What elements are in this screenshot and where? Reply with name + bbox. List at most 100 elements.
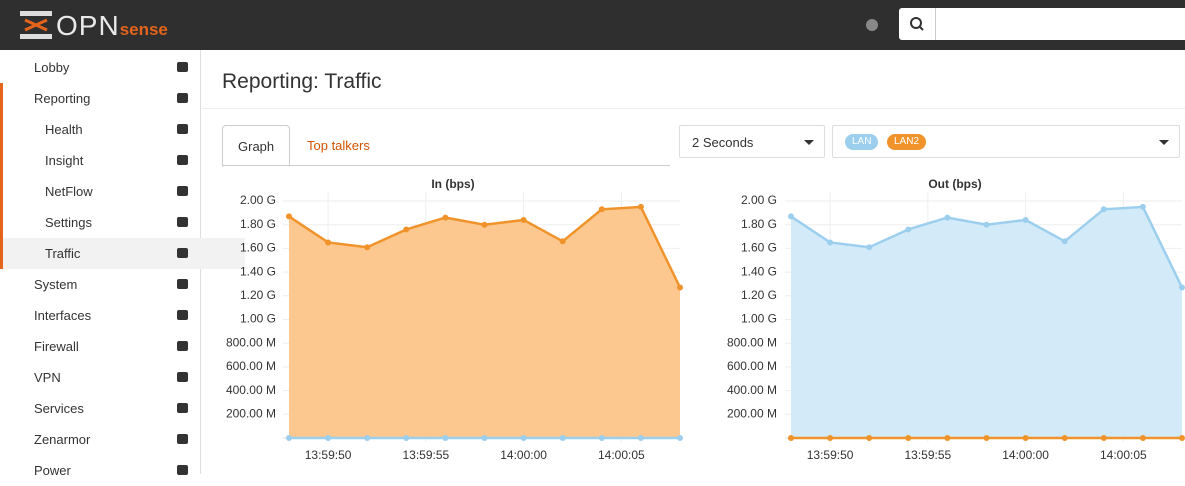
- menu-item[interactable]: Services: [0, 393, 234, 424]
- tab-top-talkers[interactable]: Top talkers: [307, 138, 370, 153]
- tab-graph[interactable]: Graph: [222, 125, 291, 167]
- interval-value: 2 Seconds: [692, 135, 754, 150]
- data-point: [1139, 435, 1146, 441]
- y-tick-label: 2.00 G: [741, 193, 777, 207]
- data-point: [1022, 216, 1029, 223]
- data-point: [677, 435, 683, 441]
- menu-item[interactable]: Reporting: [0, 83, 234, 114]
- y-tick-label: 200.00 M: [226, 406, 276, 420]
- y-tick-label: 1.20 G: [741, 288, 777, 302]
- data-point: [403, 435, 410, 441]
- submenu-item[interactable]: NetFlow: [0, 176, 245, 207]
- x-tick-label: 14:00:00: [1002, 448, 1049, 462]
- data-point: [1100, 206, 1107, 213]
- sidebar: Lobby Reporting Health Insight NetFlow Settin…: [0, 50, 245, 478]
- y-tick-label: 1.60 G: [741, 241, 777, 255]
- submenu-item[interactable]: Health: [0, 114, 245, 145]
- data-point: [1100, 435, 1107, 441]
- menu-icon: [177, 93, 188, 103]
- y-tick-label: 1.00 G: [741, 312, 777, 326]
- data-point: [598, 435, 605, 441]
- y-tick-label: 400.00 M: [727, 383, 777, 397]
- search-button[interactable]: [899, 8, 936, 40]
- menu-icon: [177, 186, 188, 196]
- data-point: [788, 435, 794, 441]
- y-tick-label: 1.80 G: [741, 217, 777, 231]
- menu-item[interactable]: Interfaces: [0, 300, 234, 331]
- menu-item[interactable]: Lobby: [0, 52, 234, 83]
- data-point: [1179, 435, 1185, 441]
- data-point: [364, 244, 371, 251]
- y-tick-label: 800.00 M: [727, 335, 777, 349]
- menu-icon: [177, 372, 188, 382]
- menu-icon: [177, 62, 188, 72]
- y-tick-label: 1.20 G: [240, 288, 276, 302]
- x-tick-label: 13:59:50: [305, 448, 352, 462]
- data-point: [866, 244, 873, 251]
- data-point: [1061, 238, 1068, 245]
- logo-main: OPN: [56, 10, 120, 41]
- logo[interactable]: OPNsense: [56, 10, 168, 42]
- data-point: [944, 435, 951, 441]
- y-tick-label: 600.00 M: [226, 359, 276, 373]
- interface-select[interactable]: LAN LAN2: [832, 125, 1180, 158]
- x-tick-label: 14:00:00: [500, 448, 547, 462]
- y-tick-label: 400.00 M: [226, 383, 276, 397]
- logo-icon: [20, 11, 52, 39]
- data-point: [827, 239, 834, 246]
- data-point: [1179, 284, 1185, 291]
- menu-item[interactable]: Zenarmor: [0, 424, 234, 455]
- data-point: [286, 435, 292, 441]
- data-point: [637, 435, 644, 441]
- data-point: [827, 435, 834, 441]
- menu-item[interactable]: Firewall: [0, 331, 234, 362]
- y-tick-label: 1.40 G: [741, 264, 777, 278]
- data-point: [598, 206, 605, 213]
- menu-icon: [177, 279, 188, 289]
- search-input[interactable]: [936, 8, 1185, 40]
- menu-icon: [177, 217, 188, 227]
- data-point: [364, 435, 371, 441]
- x-tick-label: 14:00:05: [598, 448, 645, 462]
- menu-item[interactable]: System: [0, 269, 234, 300]
- data-point: [866, 435, 873, 441]
- data-point: [637, 203, 644, 210]
- data-point: [286, 213, 292, 220]
- area-fill: [289, 206, 680, 438]
- data-point: [442, 214, 449, 221]
- menu-item[interactable]: Power: [0, 455, 234, 486]
- area-fill: [791, 206, 1182, 438]
- data-point: [788, 213, 794, 220]
- active-bar: [0, 83, 3, 269]
- interval-select[interactable]: 2 Seconds: [679, 125, 825, 158]
- menu-icon: [177, 310, 188, 320]
- charts: In (bps) 200.00 M 400.00 M 600.00 M 800.00 M…: [226, 177, 1185, 462]
- menu-icon: [177, 465, 188, 475]
- y-tick-label: 1.60 G: [240, 241, 276, 255]
- y-tick-label: 1.80 G: [240, 217, 276, 231]
- y-tick-label: 800.00 M: [226, 335, 276, 349]
- menu-icon: [177, 155, 188, 165]
- page-title: Reporting: Traffic: [222, 70, 382, 93]
- chart-title: Out (bps): [928, 177, 981, 191]
- menu-icon: [177, 434, 188, 444]
- menu-item[interactable]: VPN: [0, 362, 234, 393]
- interface-tag[interactable]: LAN: [845, 134, 879, 150]
- data-point: [983, 221, 990, 228]
- menu-icon: [177, 403, 188, 413]
- data-point: [325, 435, 332, 441]
- y-tick-label: 200.00 M: [727, 406, 777, 420]
- data-point: [481, 221, 488, 228]
- data-point: [325, 239, 332, 246]
- data-point: [559, 435, 566, 441]
- submenu-item[interactable]: Insight: [0, 145, 245, 176]
- x-tick-label: 13:59:55: [402, 448, 449, 462]
- submenu-item[interactable]: Settings: [0, 207, 245, 238]
- interface-tag[interactable]: LAN2: [887, 134, 927, 150]
- chart-title: In (bps): [431, 177, 474, 191]
- submenu-item[interactable]: Traffic: [0, 238, 245, 269]
- data-point: [983, 435, 990, 441]
- y-tick-label: 1.40 G: [240, 264, 276, 278]
- data-point: [677, 284, 683, 291]
